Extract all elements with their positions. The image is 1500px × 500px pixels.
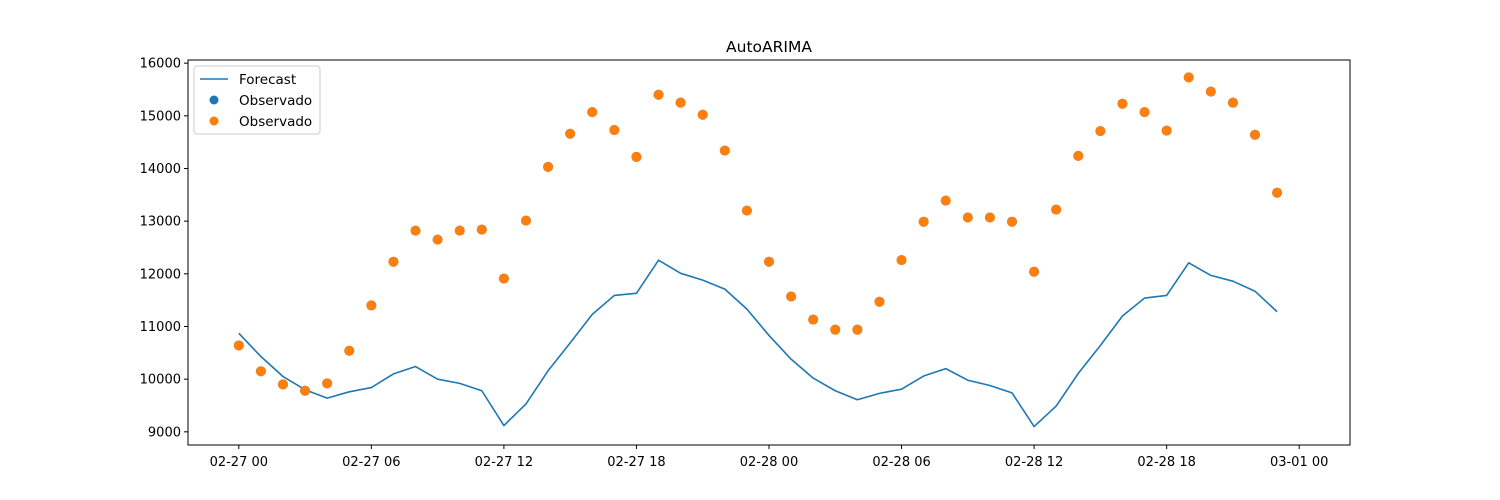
x-tick-label: 02-28 12	[1005, 455, 1063, 470]
legend-box	[193, 65, 321, 135]
observado-point	[1183, 72, 1194, 83]
y-tick-label: 16000	[140, 57, 181, 72]
observado-point	[344, 345, 355, 356]
legend-label: Forecast	[239, 72, 296, 88]
observado-point	[1117, 98, 1128, 109]
observado-point	[609, 125, 620, 136]
y-tick-label: 10000	[140, 373, 181, 388]
observado-point	[675, 97, 686, 108]
observado-point	[653, 89, 664, 100]
x-tick-label: 02-28 06	[872, 455, 930, 470]
observado-point	[1073, 150, 1084, 161]
x-tick-label: 02-27 18	[607, 455, 665, 470]
observado-point	[1250, 129, 1261, 140]
observado-point	[410, 225, 421, 236]
observado-point	[940, 195, 951, 206]
observado-point	[277, 379, 288, 390]
observado-point	[388, 256, 399, 267]
observado-point	[631, 151, 642, 162]
observado-point	[896, 255, 907, 266]
observado-point	[918, 216, 929, 227]
x-tick-label: 02-27 06	[342, 455, 400, 470]
observado-point	[1272, 187, 1283, 198]
observado-point	[741, 205, 752, 216]
observado-point	[1205, 86, 1216, 97]
observado-point	[764, 256, 774, 267]
observado-point	[366, 300, 377, 311]
observado-point	[521, 215, 531, 226]
observado-point	[1227, 97, 1238, 108]
observado-point	[454, 225, 465, 236]
y-tick-label: 14000	[140, 162, 181, 177]
y-tick-label: 15000	[140, 109, 181, 124]
y-tick-label: 9000	[148, 425, 181, 440]
legend-swatch-marker	[209, 95, 219, 105]
legend-label: Observado	[239, 114, 312, 130]
forecast-line	[238, 259, 1278, 428]
observado-point	[1161, 125, 1172, 136]
observado-point	[300, 385, 311, 396]
observado-point	[432, 234, 443, 245]
observado-point	[322, 378, 333, 389]
chart-title: AutoARIMA	[726, 38, 812, 56]
y-tick-label: 11000	[140, 320, 181, 335]
legend: Forecast Observado Observado	[193, 65, 321, 135]
y-tick-label: 13000	[140, 215, 181, 230]
observado-point	[498, 273, 509, 284]
observado-point	[1095, 126, 1106, 137]
observado-point	[565, 128, 576, 139]
observado-point	[874, 296, 885, 307]
x-tick-label: 02-27 00	[210, 455, 268, 470]
observado-point	[1029, 266, 1040, 277]
observado-series-2	[233, 72, 1283, 396]
observado-point	[808, 314, 819, 325]
legend-label: Observado	[239, 93, 312, 109]
observado-point	[587, 107, 598, 118]
x-tick-label: 02-28 00	[740, 455, 798, 470]
observado-point	[233, 340, 244, 351]
observado-point	[697, 109, 708, 120]
axes: 9000 10000 11000 12000 13000 14000 15000 16000 0…	[140, 57, 1351, 470]
observado-point	[1139, 107, 1150, 118]
observado-point	[1007, 216, 1017, 227]
observado-point	[476, 224, 487, 235]
observado-point	[543, 161, 554, 172]
y-tick-label: 12000	[140, 267, 181, 282]
observado-point	[830, 324, 841, 335]
observado-point	[719, 145, 730, 156]
observado-point	[962, 212, 973, 223]
observado-point	[852, 324, 863, 335]
x-tick-label: 03-01 00	[1270, 455, 1328, 470]
observado-point	[984, 212, 995, 223]
plot-area	[233, 72, 1283, 428]
legend-swatch-marker	[209, 116, 219, 126]
observado-point	[255, 366, 266, 377]
x-tick-label: 02-27 12	[475, 455, 533, 470]
x-tick-label: 02-28 18	[1137, 455, 1195, 470]
observado-point	[786, 291, 797, 302]
observado-point	[1051, 204, 1062, 215]
